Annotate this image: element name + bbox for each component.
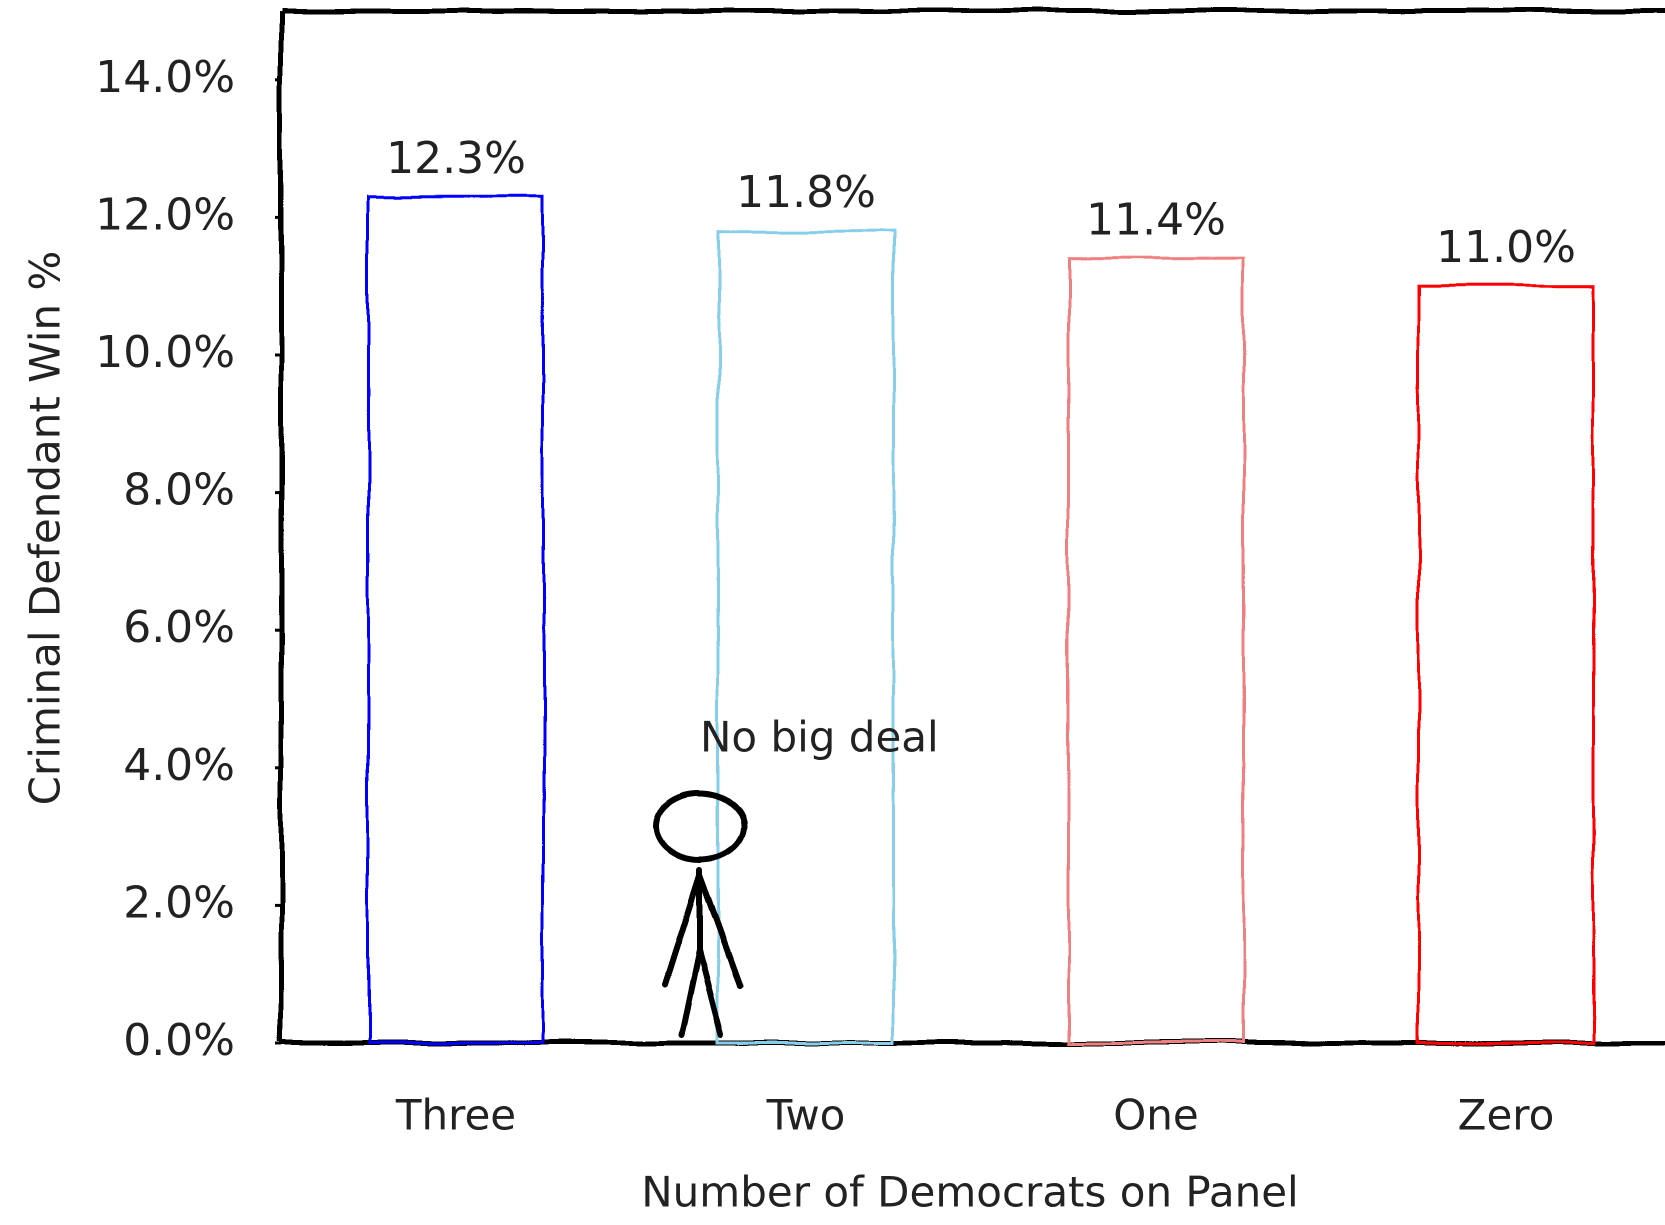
y-tick-label: 4.0%	[123, 740, 235, 791]
y-tick-label: 12.0%	[95, 189, 235, 240]
value-label: 11.8%	[736, 167, 876, 218]
y-axis-title: Criminal Defendant Win %	[21, 251, 70, 806]
y-tick-label: 6.0%	[123, 602, 235, 653]
bar	[1067, 257, 1245, 1045]
x-tick-label: Two	[766, 1091, 846, 1140]
bar	[1417, 284, 1595, 1045]
figure-arm	[662, 872, 703, 988]
x-tick-label: Zero	[1458, 1091, 1555, 1140]
y-tick-label: 8.0%	[123, 465, 235, 516]
x-axis-title: Number of Democrats on Panel	[641, 1168, 1298, 1217]
y-tick-label: 2.0%	[123, 877, 235, 928]
figure-head	[653, 789, 747, 863]
y-tick-label: 0.0%	[123, 1015, 235, 1066]
annotation: No big deal	[700, 713, 939, 762]
value-label: 11.0%	[1436, 222, 1576, 273]
y-tick-label: 14.0%	[95, 52, 235, 103]
stick-figure	[653, 789, 747, 1038]
x-tick-label: Three	[395, 1091, 516, 1140]
bar	[367, 195, 545, 1045]
figure-arm	[697, 872, 743, 988]
plot-area	[367, 195, 1595, 1045]
y-tick-label: 10.0%	[95, 327, 235, 378]
x-tick-label: One	[1113, 1091, 1199, 1140]
value-label: 12.3%	[386, 133, 526, 184]
figure-leg	[679, 947, 703, 1038]
figure-leg	[697, 947, 725, 1038]
value-label: 11.4%	[1086, 195, 1226, 246]
bar	[717, 229, 895, 1045]
